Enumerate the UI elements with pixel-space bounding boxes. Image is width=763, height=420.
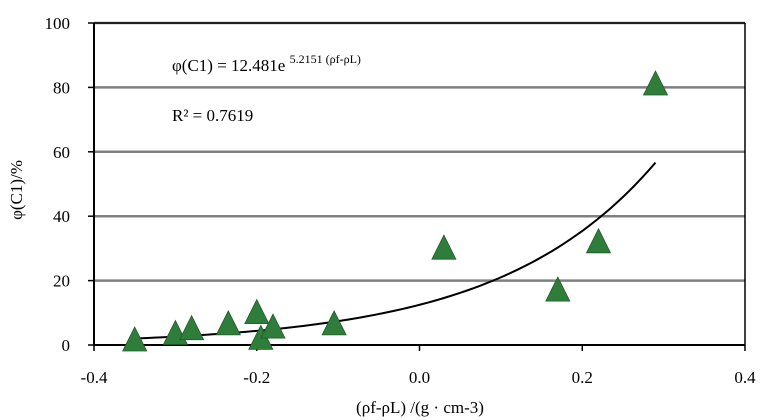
x-tick-label-0: -0.4 — [81, 368, 108, 387]
x-tick-label-1: -0.2 — [243, 368, 270, 387]
x-tick-label-4: 0.4 — [734, 368, 756, 387]
y-axis-title: φ(C1)/% — [7, 160, 26, 220]
x-axis-title: (ρf-ρL) /(g · cm-3) — [356, 398, 484, 417]
data-point-2 — [178, 314, 205, 341]
equation-exponent: 5.2151 (ρf-ρL) — [290, 52, 361, 66]
data-point-10 — [585, 227, 612, 254]
gridlines — [94, 21, 745, 282]
data-point-8 — [431, 234, 457, 260]
data-point-6 — [260, 313, 286, 339]
data-point-0 — [122, 326, 148, 352]
data-point-9 — [545, 276, 571, 302]
y-tick-label-1: 20 — [53, 272, 70, 291]
data-points — [122, 70, 669, 352]
y-tick-label-4: 80 — [53, 78, 70, 97]
equation-lhs: φ(C1) = 12.481e — [172, 56, 285, 75]
y-tick-label-2: 40 — [53, 207, 70, 226]
tick-labels: -0.4 -0.2 0.0 0.2 0.4 0 20 40 60 80 100 — [45, 14, 757, 387]
data-point-3 — [215, 310, 241, 336]
x-tick-label-3: 0.2 — [572, 368, 593, 387]
equation-annotation: φ(C1) = 12.481e 5.2151 (ρf-ρL) — [172, 52, 361, 75]
data-point-4 — [244, 298, 270, 325]
r-squared-annotation: R² = 0.7619 — [172, 106, 253, 125]
data-point-7 — [321, 310, 347, 336]
y-tick-label-0: 0 — [62, 336, 71, 355]
y-tick-label-3: 60 — [53, 143, 70, 162]
x-tick-label-2: 0.0 — [409, 368, 430, 387]
data-point-11 — [642, 70, 669, 96]
y-tick-label-5: 100 — [45, 14, 71, 33]
